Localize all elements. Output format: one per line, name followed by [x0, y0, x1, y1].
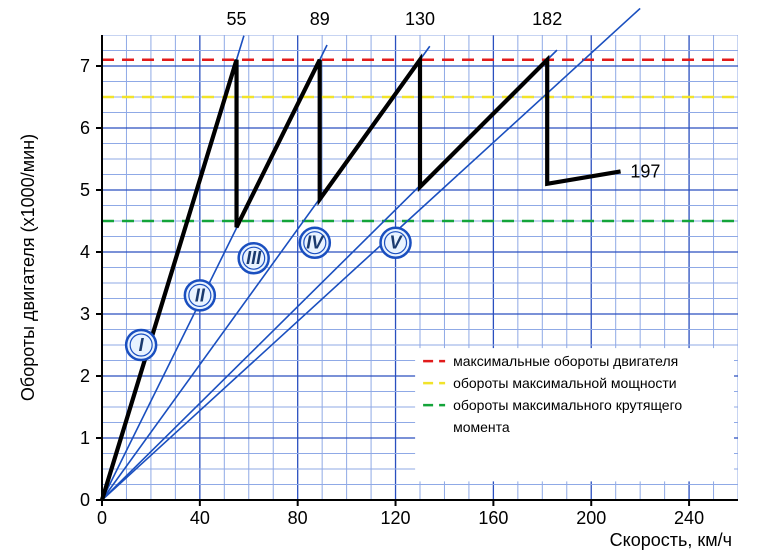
x-tick-label: 0 — [97, 508, 107, 528]
y-tick-label: 6 — [80, 118, 90, 138]
legend-label-2-b: момента — [453, 419, 510, 435]
y-tick-label: 3 — [80, 304, 90, 324]
top-peak-label: 55 — [227, 9, 247, 29]
legend-label-2: обороты максимального крутящего — [453, 397, 682, 413]
gear-marker-label: V — [390, 233, 404, 253]
y-axis-label: Обороты двигателя (x1000/мин) — [18, 134, 38, 401]
x-tick-label: 240 — [674, 508, 704, 528]
y-tick-label: 4 — [80, 242, 90, 262]
x-tick-label: 40 — [190, 508, 210, 528]
legend-label-1: обороты максимальной мощности — [453, 375, 677, 391]
y-tick-label: 5 — [80, 180, 90, 200]
x-tick-label: 200 — [576, 508, 606, 528]
gear-marker-I: I — [126, 330, 156, 360]
x-tick-label: 120 — [381, 508, 411, 528]
top-peak-label: 130 — [405, 9, 435, 29]
x-axis-label: Скорость, км/ч — [610, 530, 732, 550]
legend-label-0: максимальные обороты двигателя — [453, 353, 678, 369]
gear-marker-III: III — [239, 243, 269, 273]
gear-marker-II: II — [185, 280, 215, 310]
gear-marker-label: II — [195, 285, 206, 305]
top-peak-label: 89 — [310, 9, 330, 29]
y-tick-label: 0 — [80, 490, 90, 510]
x-tick-label: 160 — [478, 508, 508, 528]
gear-marker-label: III — [246, 248, 262, 268]
gear-ratio-chart: IIIIIIIVVмаксимальные обороты двигателяо… — [0, 0, 770, 550]
y-tick-label: 2 — [80, 366, 90, 386]
gear-marker-V: V — [381, 228, 411, 258]
x-tick-label: 80 — [288, 508, 308, 528]
y-tick-label: 1 — [80, 428, 90, 448]
top-peak-label: 182 — [532, 9, 562, 29]
gear-marker-IV: IV — [300, 228, 330, 258]
y-tick-label: 7 — [80, 56, 90, 76]
gear-marker-label: IV — [306, 233, 325, 253]
end-point-label: 197 — [630, 161, 660, 181]
